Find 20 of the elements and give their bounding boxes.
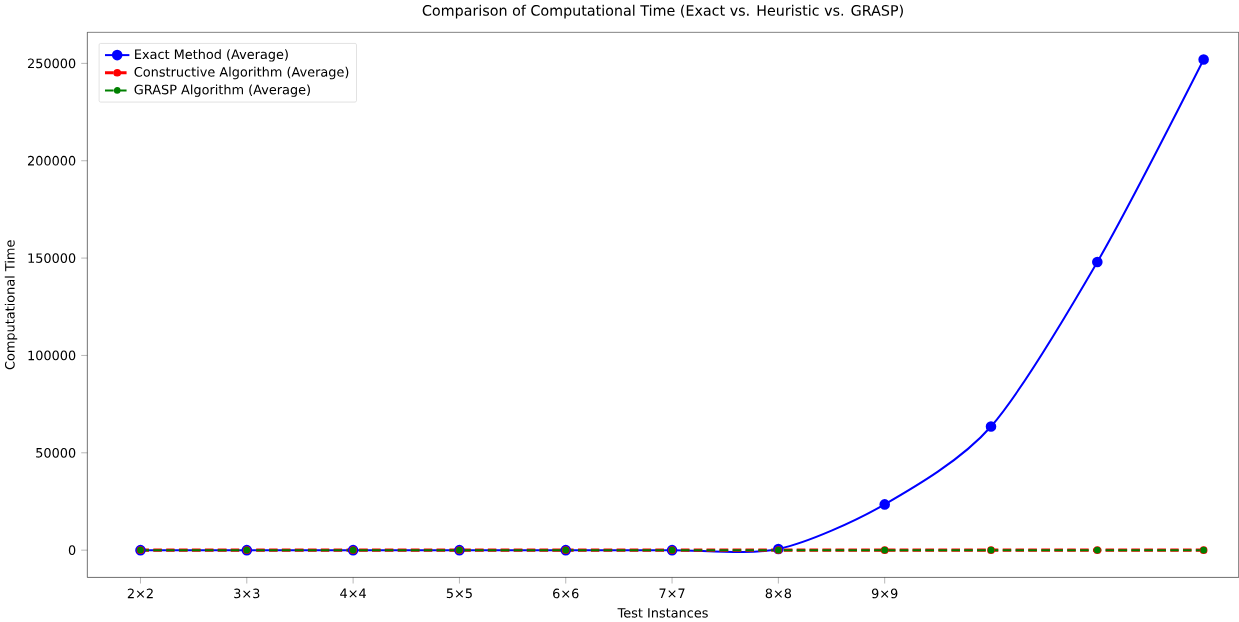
legend-label: GRASP Algorithm (Average) [134,84,310,97]
y-tick-label: 150000 [28,253,76,263]
x-tick-label: 4×4 [340,588,366,598]
x-tick-label: 6×6 [553,588,579,599]
x-tick-label: 8×8 [765,588,792,599]
y-tick-label: 200000 [27,155,76,166]
x-tick-label: 5×5 [446,588,472,598]
x-tick-label: 7×7 [659,588,685,598]
legend-label: Exact Method (Average) [135,48,288,62]
x-axis-title: Test Instances [617,607,708,618]
y-tick-label: 0 [68,545,76,555]
y-tick-label: 50000 [36,447,76,458]
y-tick-label: 100000 [28,350,76,361]
legend-label: Constructive Algorithm (Average) [134,66,349,80]
y-tick-label: 250000 [27,58,76,69]
y-axis-title: Computational Time [4,240,18,370]
x-tick-label: 3×3 [234,588,260,599]
x-tick-label: 9×9 [871,588,898,599]
chart-title: Comparison of Computational Time (Exact vs. Heuristic vs. GRASP) [422,4,903,19]
x-tick-label: 2×2 [127,588,153,598]
